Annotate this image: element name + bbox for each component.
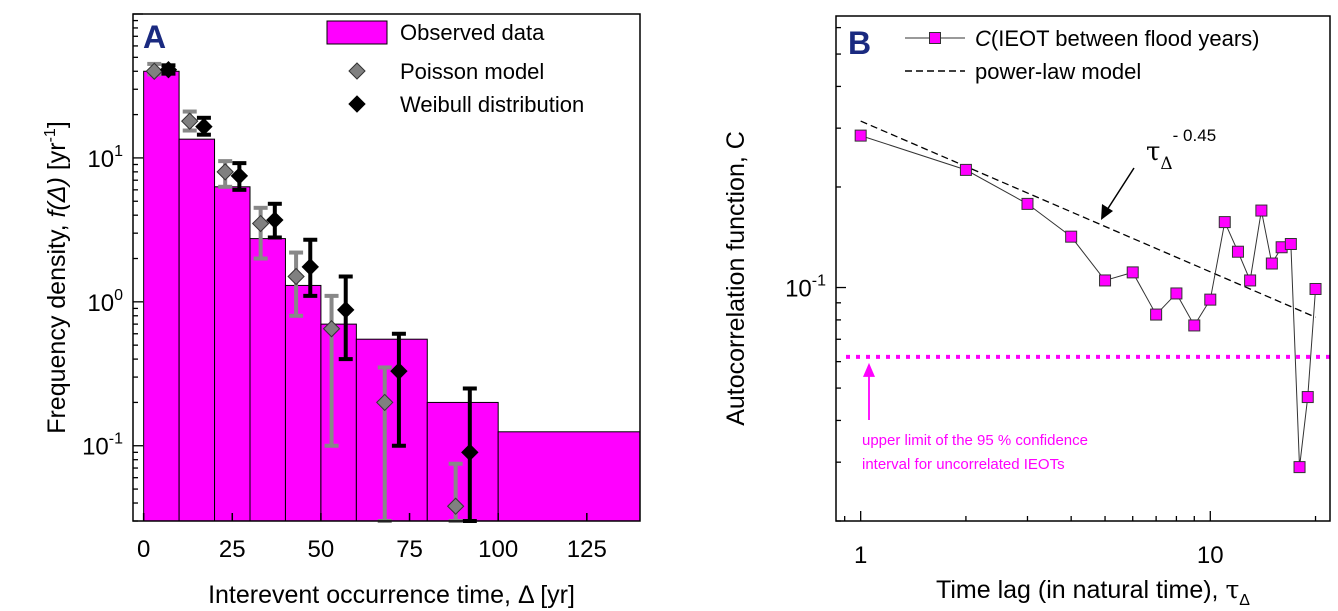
b-exponent-annotation: τΔ- 0.45 [1146, 126, 1216, 174]
a-bar-6 [355, 338, 428, 522]
b-confidence-label-2: interval for uncorrelated IEOTs [862, 456, 1065, 473]
b-point-7 [1170, 287, 1183, 300]
a-poisson-point-2 [216, 163, 234, 181]
b-point-14 [1265, 257, 1278, 270]
a-ytick-label-2: 10-1 [82, 431, 123, 461]
a-xtick-label-2: 50 [308, 536, 335, 563]
b-point-10 [1218, 216, 1231, 229]
b-legend-model: power-law model [975, 59, 1141, 84]
b-point-5 [1126, 266, 1139, 279]
b-xtick-label-0: 1 [854, 542, 867, 569]
b-point-18 [1301, 391, 1314, 404]
a-bar-0 [143, 70, 180, 522]
b-legend: C(IEOT between flood years) power-law mo… [905, 26, 1260, 84]
a-xtick-label-1: 25 [219, 536, 246, 563]
panel-a: 0 25 50 75 100 125 101 100 10-1 A Observed data … [42, 13, 641, 609]
b-point-11 [1231, 245, 1244, 258]
a-poisson-point-4 [287, 267, 305, 286]
b-point-0 [854, 129, 867, 142]
a-bars [143, 70, 641, 522]
a-bar-2 [214, 186, 251, 522]
b-point-3 [1065, 230, 1078, 243]
b-point-17 [1293, 461, 1306, 474]
b-ticks: 1 10 10-1 [785, 26, 1317, 569]
a-markers [145, 61, 479, 515]
a-bar-4 [284, 284, 322, 522]
b-markers [854, 129, 1322, 474]
b-point-16 [1284, 237, 1297, 250]
a-xtick-label-4: 100 [478, 536, 518, 563]
b-exponent-arrowhead [1101, 204, 1113, 220]
b-point-6 [1150, 308, 1163, 321]
a-poisson-point-3 [251, 214, 270, 233]
a-weibull-point-4 [301, 258, 319, 276]
b-y-axis-title: Autocorrelation function, C [722, 131, 750, 426]
a-xtick-label-3: 75 [396, 536, 423, 563]
a-legend-poisson-marker [348, 62, 366, 80]
b-point-1 [959, 163, 972, 176]
panel-b-letter: B [848, 25, 871, 61]
a-poisson-point-6 [376, 393, 394, 412]
a-weibull-point-0 [159, 61, 178, 79]
a-ytick-label-1: 100 [87, 287, 123, 317]
b-point-8 [1188, 319, 1201, 332]
a-bar-1 [178, 138, 216, 522]
a-legend-weibull: Weibull distribution [400, 92, 584, 117]
b-point-4 [1099, 274, 1112, 287]
a-xtick-label-0: 0 [137, 536, 150, 563]
a-legend: Observed data Poisson model Weibull dist… [326, 20, 584, 117]
a-x-axis-title: Interevent occurrence time, Δ [yr] [208, 581, 575, 609]
b-point-19 [1309, 282, 1322, 295]
a-weibull-point-1 [195, 117, 213, 136]
b-legend-series: C(IEOT between flood years) [975, 26, 1260, 51]
b-plot-frame [835, 15, 1331, 522]
a-weibull-point-6 [390, 362, 408, 380]
b-series-line [860, 135, 1317, 468]
a-bar-8 [497, 431, 641, 522]
b-xtick-label-1: 10 [1197, 542, 1224, 569]
a-bar-3 [249, 238, 286, 522]
b-point-2 [1021, 197, 1034, 210]
a-weibull-point-3 [266, 211, 284, 229]
a-y-axis-title: Frequency density, f(Δ) [yr-1] [42, 121, 71, 434]
a-ytick-label-0: 101 [87, 143, 123, 173]
b-point-12 [1244, 274, 1257, 287]
b-power-law-line [860, 120, 1316, 318]
a-poisson-point-0 [145, 62, 163, 80]
a-bar-5 [320, 323, 357, 522]
b-point-13 [1255, 204, 1268, 217]
b-ytick-label-0: 10-1 [785, 273, 826, 303]
a-weibull-point-5 [337, 301, 355, 319]
b-x-axis-title: Time lag (in natural time), τΔ [936, 575, 1250, 609]
b-confidence-label-1: upper limit of the 95 % confidence [862, 432, 1088, 449]
a-weibull-point-7 [461, 443, 479, 462]
a-legend-poisson: Poisson model [400, 59, 544, 84]
b-point-9 [1204, 293, 1217, 306]
a-legend-observed-swatch [326, 20, 388, 45]
a-poisson-point-1 [181, 112, 199, 130]
b-legend-series-marker [929, 32, 941, 44]
panel-b: 1 10 10-1 B C(IEOT between flood years) po… [722, 15, 1331, 609]
a-legend-observed: Observed data [400, 20, 545, 45]
a-xtick-label-5: 125 [567, 536, 607, 563]
a-bar-7 [426, 401, 499, 522]
a-poisson-point-7 [446, 497, 465, 515]
a-plot-frame [132, 13, 641, 522]
a-legend-weibull-marker [348, 95, 366, 113]
a-poisson-point-5 [322, 320, 341, 338]
a-weibull-point-2 [230, 167, 249, 185]
a-ticks: 0 25 50 75 100 125 101 100 10-1 [82, 13, 607, 563]
b-confidence-arrowhead [863, 362, 875, 377]
panel-a-letter: A [143, 19, 166, 55]
b-exponent-arrow [1106, 167, 1135, 211]
